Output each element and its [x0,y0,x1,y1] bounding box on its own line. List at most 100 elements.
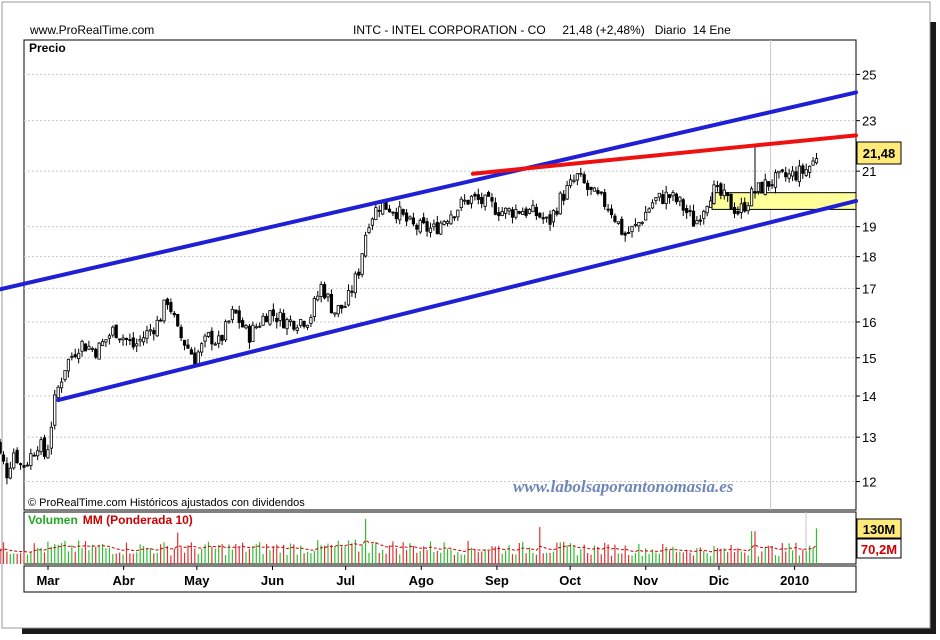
y-tick-label: 14 [862,389,876,404]
y-tick-label: 16 [862,315,876,330]
candle-body [394,212,398,220]
y-tick-label: 23 [862,114,876,129]
candle-body [428,227,433,233]
candle-body [551,210,556,223]
candle-body [739,203,743,213]
candle-body [155,319,159,337]
x-tick-label: Jun [261,573,284,588]
candle-body [514,209,518,218]
candle-body [182,339,187,346]
price-y-axis: 12 13 14 15 16 17 18 19 21 23 25 [856,67,876,490]
candle-body [121,337,125,341]
candle-body [100,341,105,346]
watermark: www.labolsaporantonomasia.es [513,477,734,496]
candle-body [316,295,320,301]
candle-body [794,171,798,181]
candle-body [237,310,241,323]
candle-body [466,199,470,205]
candle-body [729,193,733,210]
candle-body [5,463,9,479]
candle-body [708,200,713,208]
candle-body [674,193,679,203]
candle-body [521,211,525,215]
candle-body [302,321,306,327]
y-tick-label: 12 [862,475,876,490]
candle-body [743,202,747,212]
candle-body [213,343,217,346]
price-grid [24,40,856,510]
candle-body [463,199,467,202]
candle-body [445,221,450,224]
candle-body [579,172,583,175]
candle-body [32,454,36,457]
candle-body [329,293,334,314]
candle-body [640,221,644,224]
candle-body [722,189,726,197]
candle-body [200,343,204,353]
volume-ma-label: MM (Ponderada 10) [83,513,193,527]
candle-body [381,201,385,215]
candle-body [599,191,603,194]
candle-body [732,207,737,214]
candle-body [391,211,395,214]
candle-body [319,284,323,297]
candle-body [422,217,426,224]
candle-body [118,338,122,341]
candle-body [616,221,620,224]
last-price-badge [856,141,902,165]
candle-body [565,185,569,200]
candle-body [278,311,282,321]
candle-body [767,181,771,187]
candle-body [15,449,19,464]
candle-body [186,344,190,349]
candle-body [275,317,279,323]
candle-body [452,216,456,219]
candle-body [1,454,6,462]
candle-body [473,193,477,197]
candle-body [295,327,299,331]
candle-body [169,302,173,312]
candle-body [493,202,497,215]
candle-body [49,426,53,449]
candle-body [575,173,579,181]
candle-body [254,326,258,329]
y-tick-label: 21 [862,164,876,179]
candle-body [524,208,528,216]
candle-body [650,202,655,209]
candle-body [647,208,651,213]
candle-body [644,211,648,221]
candle-body [664,191,668,204]
candle-body [504,207,508,214]
candle-body [695,220,699,225]
y-tick-label: 18 [862,250,876,265]
candle-body [346,290,351,306]
candle-body [808,165,812,173]
x-tick-label: May [184,573,210,588]
x-tick-label: Ago [409,573,434,588]
candle-body [77,352,81,360]
candle-body [367,227,371,233]
candle-body [633,223,638,226]
candle-body [244,325,248,329]
candle-body [107,335,111,339]
candle-body [527,208,532,214]
candle-body [777,170,781,174]
candle-body [804,169,808,176]
candle-body [360,253,364,275]
candle-body [193,352,197,365]
candle-body [784,172,788,178]
candle-body [305,324,310,328]
volume-badge-label: 130M [863,522,896,537]
last-price-label: 21,48 [863,146,896,161]
candle-body [749,188,754,207]
candle-body [145,330,149,339]
candle-body [374,207,378,220]
candle-body [87,345,91,350]
candle-body [73,354,77,358]
lower-channel-line [56,198,858,403]
candle-body [411,217,416,225]
candle-body [586,182,590,190]
candle-body [562,193,566,201]
x-tick-label: Mar [36,573,59,588]
